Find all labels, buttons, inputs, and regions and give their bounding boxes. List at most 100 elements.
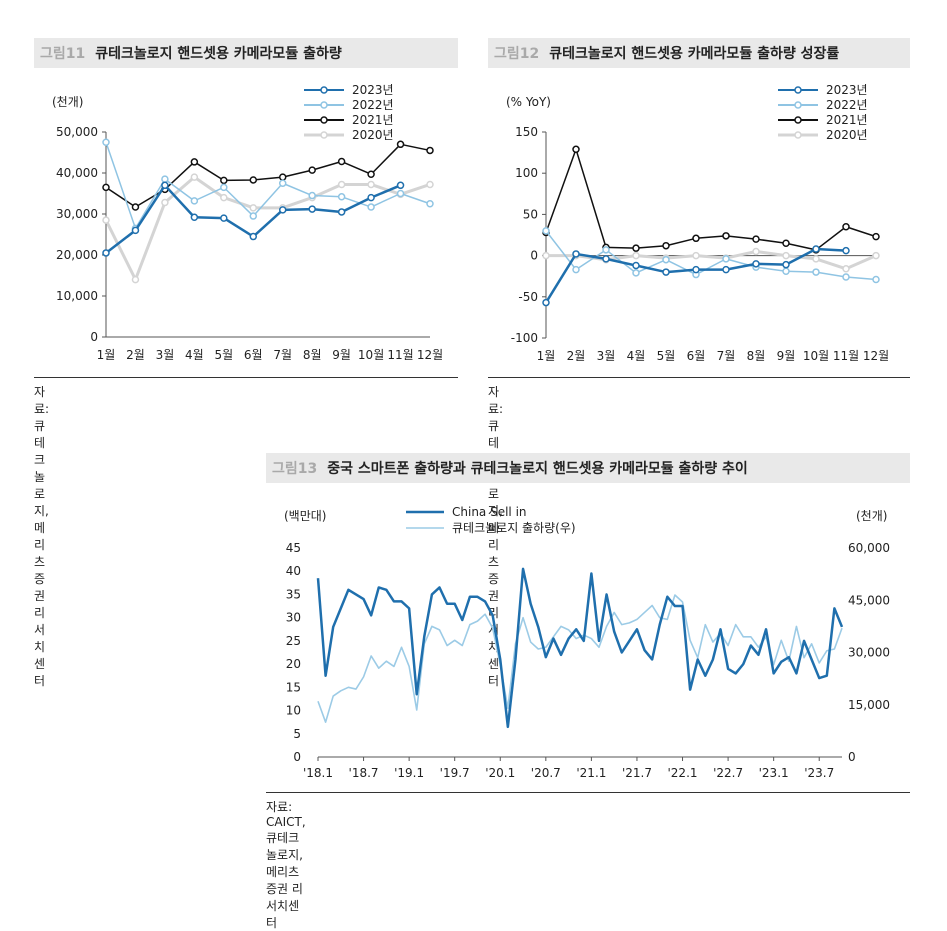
figure-12-number: 그림12 [494,46,540,62]
chart11-xtick-label: 4월 [185,348,204,362]
chart13-left-ytick-label: 25 [286,634,301,648]
chart13-left-ytick-label: 15 [286,680,301,694]
figure-12-title: 큐테크놀로지 핸드셋용 카메라모듈 출하량 성장률 [549,46,840,62]
chart11-data-point [337,208,346,216]
figure-11-number: 그림11 [40,46,86,62]
chart12-xtick-label: 8월 [747,349,766,363]
chart12-data-point [722,232,730,240]
chart12-data-point [752,260,760,268]
chart13-series-line-china-sell-in [316,567,844,729]
chart13-xtick-label: '19.1 [394,766,424,780]
chart11-data-point [396,140,405,149]
chart11-xtick-label: 6월 [244,348,263,362]
chart13-left-ytick-label: 10 [286,704,301,718]
chart12-data-point [782,267,790,276]
chart12-data-point [632,261,640,270]
chart-12-svg: -100 -50 0 50 100 150 1월 2월 3월 4월 5월 6월 7월 8월 9월 10월 11월… [506,83,889,363]
chart13-right-ytick-label: 0 [848,750,856,764]
chart12-data-point [662,241,670,250]
chart11-xtick-label: 7월 [273,348,292,362]
figure-12-bottom-rule [488,377,910,378]
chart12-data-point [752,247,760,256]
figure-13-bottom-rule [266,792,910,793]
chart12-legend-marker [794,86,802,94]
chart11-xtick-label: 9월 [332,348,351,362]
chart12-xtick-label: 1월 [537,349,556,363]
chart12-legend-marker [794,131,802,139]
chart12-ytick-label: -100 [511,331,538,345]
chart11-xtick-label: 1월 [97,348,116,362]
chart12-xtick-label: 9월 [777,349,796,363]
chart11-data-point [367,180,375,189]
figure-13-number: 그림13 [272,461,318,477]
chart12-xtick-label: 6월 [687,349,706,363]
chart11-data-point [308,205,316,213]
chart12-series-line-2021년 [545,148,877,251]
chart12-legend-label: 2023년 [826,83,868,97]
chart12-data-point [842,273,850,281]
chart12-legend-label: 2021년 [826,113,868,127]
figure-13-title-bar: 그림13 중국 스마트폰 출하량과 큐테크놀로지 핸드셋용 카메라모듈 출하량 … [266,453,910,483]
chart12-data-point [692,234,700,243]
chart13-left-ytick-label: 35 [286,587,301,601]
chart11-legend-marker [320,116,328,124]
chart11-data-point [220,176,228,185]
chart12-data-point [812,268,820,276]
chart12-ytick-label: -50 [518,290,538,304]
chart11-data-point [102,249,110,257]
chart11-legend-marker [320,86,328,94]
chart12-xtick-label: 7월 [717,349,736,363]
chart13-xtick-label: '23.7 [804,766,834,780]
chart12-data-point [782,251,790,260]
chart13-legend-label: 큐테크놀로지 출하량(우) [452,521,576,535]
chart11-data-point [278,206,287,214]
chart11-data-point [426,200,434,208]
chart12-data-point [842,265,850,273]
chart12-data-point [662,268,670,276]
chart11-legend-label: 2021년 [352,113,394,127]
chart11-ytick-label: 40,000 [56,166,98,180]
chart12-data-point [842,223,850,231]
chart13-right-ytick-label: 30,000 [848,646,890,660]
chart12-data-point [782,239,790,247]
chart11-unit-label: (천개) [52,94,83,109]
chart12-unit-label: (% YoY) [506,95,551,109]
chart11-ytick-label: 30,000 [56,207,98,221]
chart11-data-point [161,181,169,190]
chart11-legend-label: 2023년 [352,83,394,97]
chart12-xtick-label: 2월 [567,349,586,363]
chart13-xtick-label: '21.7 [622,766,652,780]
chart11-data-point [308,191,316,200]
chart12-data-point [632,244,640,252]
chart12-data-point [602,255,610,263]
chart11-xtick-label: 10월 [358,348,384,362]
chart11-data-point [102,138,110,146]
chart12-data-point [602,246,610,254]
chart11-data-point [367,193,375,202]
chart12-xtick-label: 11월 [833,349,859,363]
chart12-data-point [812,245,820,253]
chart13-xtick-label: '19.7 [440,766,470,780]
chart11-data-point [220,193,228,202]
chart12-data-point [692,251,700,260]
chart12-data-point [872,275,880,284]
chart11-data-point [337,157,346,166]
chart12-data-point [572,265,580,274]
chart12-data-point [872,232,880,241]
chart12-data-point [662,255,670,264]
chart13-left-ytick-label: 20 [286,657,301,671]
chart11-data-point [131,226,140,235]
chart11-data-point [396,181,405,190]
chart13-right-ytick-label: 15,000 [848,698,890,712]
chart13-xtick-label: '18.1 [303,766,333,780]
chart-11-svg: 0 10,000 20,000 30,000 40,000 50,000 1월 2월 3월 4월 5… [52,83,443,362]
chart11-data-point [190,213,199,222]
chart12-data-point [572,145,580,154]
chart13-xtick-label: '22.1 [668,766,698,780]
chart12-xtick-label: 12월 [863,349,889,363]
chart12-legend-marker [794,101,802,109]
figure-11-bottom-rule [34,377,458,378]
chart12-legend-label: 2022년 [826,98,868,112]
chart11-data-point [220,214,228,222]
chart11-data-point [308,166,316,174]
